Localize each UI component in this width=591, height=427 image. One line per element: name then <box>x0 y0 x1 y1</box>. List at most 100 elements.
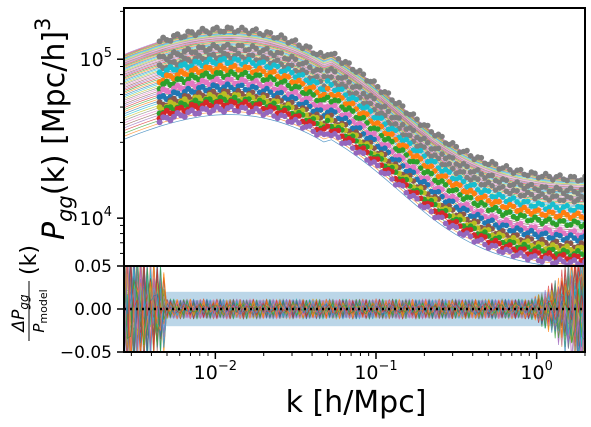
data-point <box>364 104 370 110</box>
data-point <box>414 196 420 202</box>
data-point <box>210 51 217 58</box>
bottom-panel: 0.05 0.00 −0.05 10−2 10−1 100 ΔPgg Pmodel (k)… <box>9 245 586 420</box>
data-point <box>332 102 338 109</box>
data-point <box>167 53 174 60</box>
data-point <box>503 163 510 169</box>
data-point <box>303 59 310 66</box>
model-curve <box>124 38 585 188</box>
data-point <box>578 204 585 210</box>
data-point <box>292 89 299 95</box>
data-point <box>310 128 317 135</box>
data-point <box>467 226 474 233</box>
data-point <box>500 228 506 234</box>
data-point <box>464 201 470 207</box>
data-point <box>385 170 392 177</box>
data-point <box>564 235 570 242</box>
data-point <box>510 195 517 201</box>
data-point <box>532 224 538 230</box>
data-point <box>507 242 513 248</box>
data-point <box>271 105 277 111</box>
data-point <box>278 89 285 96</box>
data-point <box>392 127 399 134</box>
data-point <box>403 136 410 143</box>
data-point <box>439 133 445 140</box>
data-point <box>449 198 456 205</box>
data-point <box>332 109 338 115</box>
data-point <box>546 250 553 256</box>
data-point <box>324 85 331 92</box>
data-point <box>564 243 570 249</box>
data-point <box>542 184 549 190</box>
data-point <box>521 192 527 199</box>
data-point <box>289 69 295 76</box>
data-point <box>575 210 581 216</box>
data-point <box>281 113 288 120</box>
data-point <box>342 74 349 80</box>
data-point <box>231 99 238 106</box>
data-point <box>535 207 542 213</box>
data-point <box>349 145 356 151</box>
data-point <box>274 57 281 63</box>
data-point <box>389 131 395 137</box>
x-tick-label: 100 <box>520 359 552 384</box>
data-point <box>475 167 481 173</box>
data-point <box>374 120 381 126</box>
data-point <box>324 123 331 129</box>
data-point <box>467 194 474 201</box>
data-point <box>410 164 417 170</box>
top-plot-area <box>124 24 585 266</box>
data-point <box>242 27 249 33</box>
data-point <box>256 72 263 78</box>
data-point <box>289 62 295 69</box>
ylabel-sub: gg <box>53 195 77 222</box>
data-point <box>231 94 238 101</box>
data-point <box>314 73 320 80</box>
data-point <box>507 209 513 215</box>
data-point <box>235 57 242 63</box>
data-point <box>475 176 481 182</box>
data-point <box>264 45 270 52</box>
data-point <box>389 138 395 145</box>
data-point <box>307 95 313 102</box>
data-point <box>292 116 299 123</box>
y-tick-label: 0.00 <box>74 300 112 320</box>
data-point <box>475 211 481 218</box>
data-point <box>224 52 231 59</box>
data-point <box>560 251 567 258</box>
data-point <box>457 182 463 188</box>
data-point <box>346 60 352 66</box>
data-point <box>539 191 545 197</box>
ylabel-num-sub: gg <box>17 294 31 310</box>
bottom-ticks: 0.05 0.00 −0.05 10−2 10−1 100 <box>60 257 586 384</box>
data-point <box>539 258 545 265</box>
ylabel-rest: (k) [Mpc/h] <box>37 31 72 195</box>
data-point <box>482 193 488 199</box>
data-point <box>453 143 460 150</box>
data-point <box>357 84 363 90</box>
data-point <box>292 56 299 63</box>
data-point <box>525 208 531 214</box>
data-point <box>156 119 163 126</box>
data-point <box>578 177 585 183</box>
data-point <box>285 74 292 80</box>
data-point <box>296 113 302 119</box>
data-point <box>535 187 542 194</box>
data-point <box>396 99 402 106</box>
data-point <box>464 230 470 236</box>
data-point <box>228 76 234 83</box>
data-point <box>342 115 349 121</box>
data-point <box>335 91 342 98</box>
data-point <box>217 70 224 76</box>
data-point <box>453 224 460 231</box>
data-point <box>457 174 463 181</box>
data-point <box>235 27 242 34</box>
data-point <box>314 79 320 86</box>
data-point <box>546 256 553 262</box>
data-point <box>478 208 485 214</box>
ylabel-denominator: Pmodel <box>30 289 50 332</box>
data-point <box>550 209 556 216</box>
data-point <box>285 66 292 72</box>
ylabel-den-sub: model <box>37 289 50 323</box>
data-point <box>206 30 213 37</box>
data-point <box>482 229 488 235</box>
